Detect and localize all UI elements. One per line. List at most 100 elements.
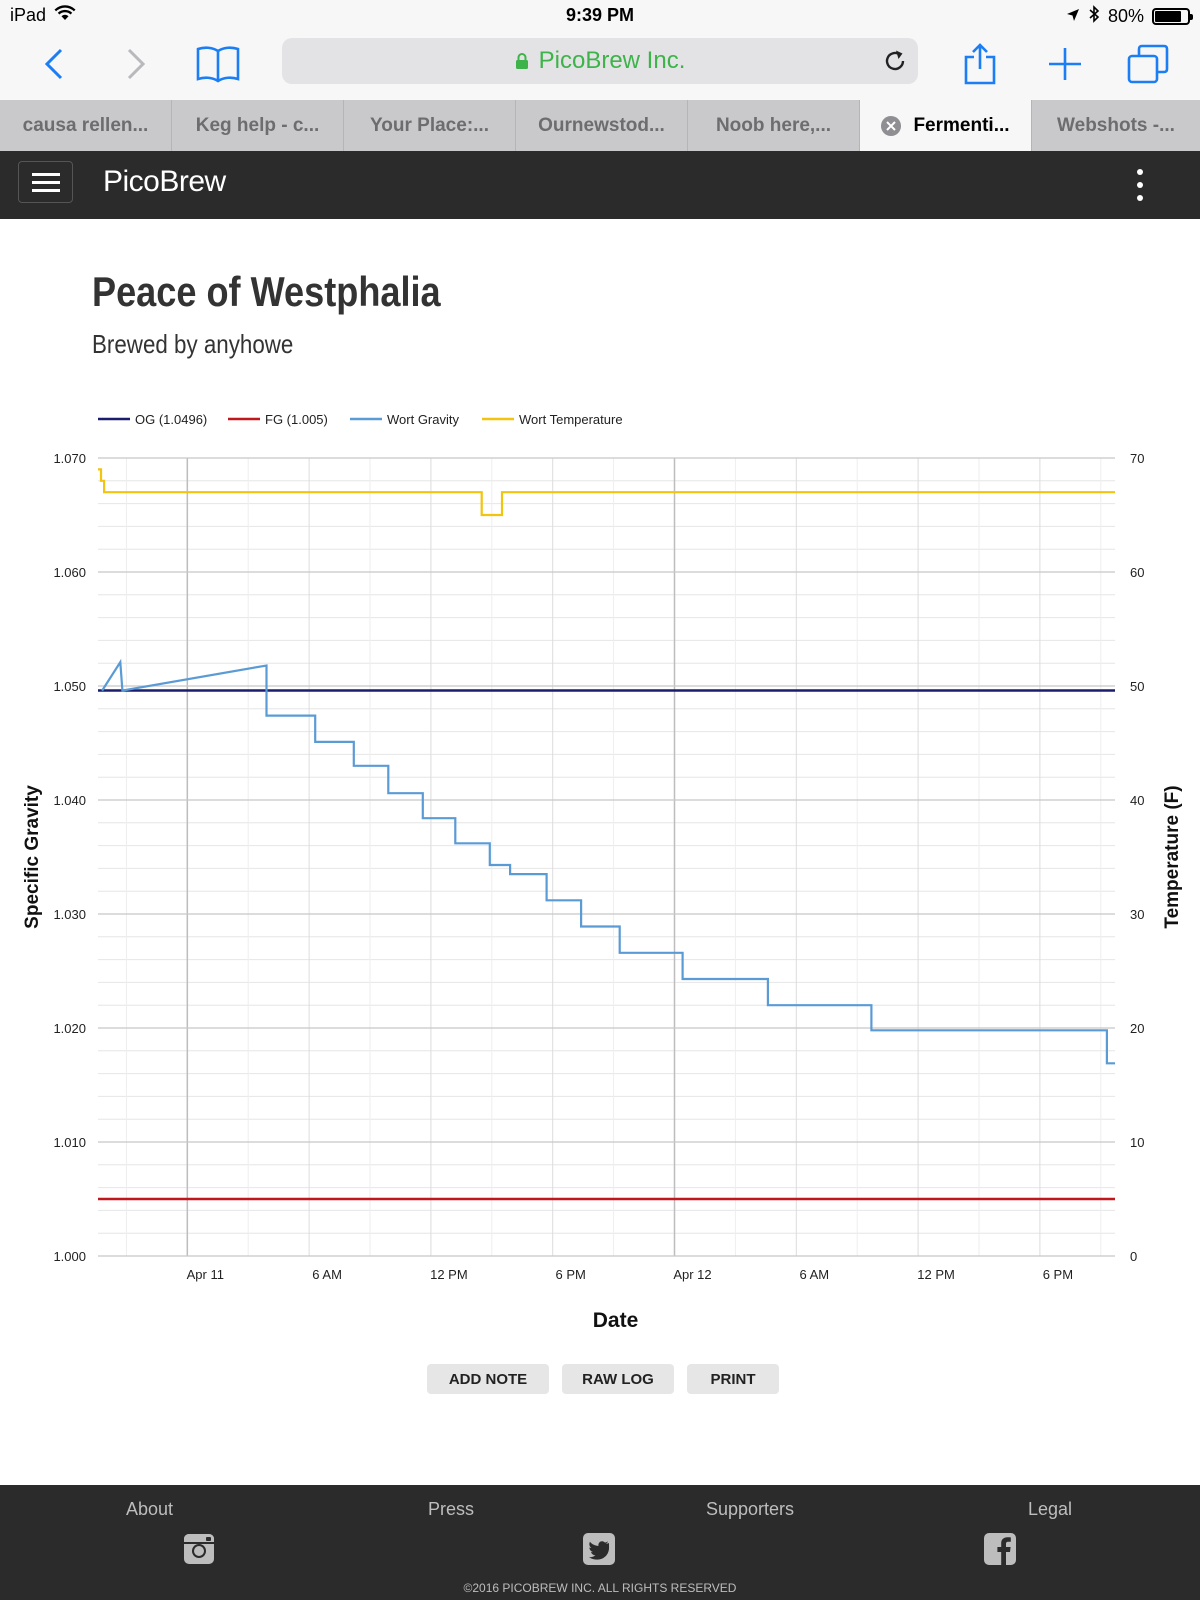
page-subtitle: Brewed by anyhowe [92,329,294,359]
chart-actions: ADD NOTE RAW LOG PRINT [0,1364,1200,1394]
browser-tab[interactable]: causa rellen... [0,100,172,151]
page-title: Peace of Westphalia [92,268,441,315]
book-icon [196,45,240,88]
status-left: iPad [10,5,76,26]
y-right-tick-label: 40 [1130,793,1144,808]
y-right-tick-label: 30 [1130,907,1144,922]
x-tick-label: 12 PM [917,1267,955,1282]
legend-label: FG (1.005) [265,412,328,427]
clock: 9:39 PM [565,5,635,25]
address-bar[interactable]: PicoBrew Inc. [282,38,918,84]
tab-label: Fermenti... [913,114,1010,136]
share-icon [963,42,997,90]
dot [1137,182,1143,188]
y-tick-label: 1.060 [53,565,86,580]
device-name: iPad [10,5,47,25]
tab-strip: causa rellen... Keg help - c... Your Pla… [0,100,1200,151]
x-tick-label: 6 PM [1043,1267,1073,1282]
new-tab-button[interactable] [1035,32,1095,100]
copyright: ©2016 PICOBREW INC. ALL RIGHTS RESERVED [463,1581,737,1595]
address-text: PicoBrew Inc. [538,47,686,74]
more-options-button[interactable] [1132,169,1148,201]
bookmarks-button[interactable] [188,32,248,100]
y-right-tick-label: 60 [1130,565,1144,580]
menu-button[interactable] [18,161,73,203]
bluetooth-icon [1088,5,1100,28]
chevron-right-icon [126,48,146,85]
y-tick-label: 1.050 [53,679,86,694]
menu-bar [31,180,60,184]
chevron-left-icon [44,48,64,85]
browser-tab[interactable]: Noob here,... [688,100,860,151]
y-right-tick-label: 50 [1130,679,1144,694]
close-tab-icon[interactable] [881,115,902,136]
brand-logo[interactable]: PicoBrew [103,165,226,198]
footer: About Press Supporters Legal ©2016 PICOB… [0,1485,1200,1600]
y-tick-label: 1.040 [53,793,86,808]
tabs-overview-button[interactable] [1118,32,1178,100]
browser-tab-active[interactable]: Fermenti... [860,100,1032,151]
y-right-tick-label: 70 [1130,451,1144,466]
footer-link-legal[interactable]: Legal [1028,1499,1073,1519]
menu-bar [31,172,60,176]
footer-link-press[interactable]: Press [428,1499,475,1519]
battery-icon [1152,8,1193,25]
browser-tab[interactable]: Your Place:... [344,100,516,151]
browser-tab[interactable]: Webshots -... [1032,100,1200,151]
status-right: 80% [1066,5,1193,28]
y-right-axis-title: Temperature (F) [1162,785,1183,928]
y-tick-label: 1.020 [53,1021,86,1036]
x-axis-title: Date [593,1309,639,1332]
tab-label: causa rellen... [22,114,149,136]
legend-label: Wort Gravity [387,412,459,427]
browser-tab[interactable]: Ournewstod... [516,100,688,151]
lock-icon [515,52,529,70]
y-tick-label: 1.030 [53,907,86,922]
tab-label: Keg help - c... [195,114,320,136]
footer-link-about[interactable]: About [126,1499,174,1519]
app-header: PicoBrew [0,151,1200,219]
y-right-tick-label: 20 [1130,1021,1144,1036]
y-tick-label: 1.010 [53,1135,86,1150]
print-button[interactable]: PRINT [687,1364,779,1394]
facebook-icon[interactable] [984,1533,1016,1570]
battery-tip [1190,14,1193,20]
add-note-button[interactable]: ADD NOTE [427,1364,549,1394]
y-right-tick-label: 0 [1130,1249,1137,1264]
tab-label: Your Place:... [370,114,489,136]
tab-label: Noob here,... [715,114,832,136]
footer-link-supporters[interactable]: Supporters [706,1499,795,1519]
forward-button[interactable] [106,32,166,100]
instagram-icon[interactable] [183,1533,215,1570]
y-right-tick-label: 10 [1130,1135,1144,1150]
x-tick-label: 12 PM [430,1267,468,1282]
battery-percent: 80% [1107,6,1144,26]
legend-label: OG (1.0496) [135,412,207,427]
back-button[interactable] [24,32,84,100]
tabs-icon [1127,44,1169,89]
dot [1137,169,1143,175]
wifi-icon [54,5,76,26]
reload-icon[interactable] [882,48,908,79]
battery-level [1155,11,1181,22]
wort-temperature-line [98,468,1115,517]
plus-icon [1048,47,1082,86]
menu-bar [31,188,60,192]
share-button[interactable] [950,32,1010,100]
y-tick-label: 1.000 [53,1249,86,1264]
chart-svg: 1.070 1.060 1.050 1.040 1.030 1.020 1.010 1.000… [22,412,1183,1332]
x-tick-label: Apr 11 [187,1267,224,1282]
raw-log-button[interactable]: RAW LOG [562,1364,674,1394]
x-tick-label: 6 AM [312,1267,342,1282]
wort-gravity-line [101,658,1115,1065]
x-tick-label: 6 AM [799,1267,829,1282]
location-arrow-icon [1066,6,1080,27]
twitter-icon[interactable] [583,1533,615,1570]
dot [1137,195,1143,201]
status-bar: iPad 9:39 PM 80% [0,0,1200,32]
tab-label: Webshots -... [1057,114,1175,136]
y-tick-label: 1.070 [53,451,86,466]
tab-label: Ournewstod... [538,114,665,136]
browser-tab[interactable]: Keg help - c... [172,100,344,151]
fermentation-chart: 1.070 1.060 1.050 1.040 1.030 1.020 1.010 1.000… [0,395,1200,1335]
